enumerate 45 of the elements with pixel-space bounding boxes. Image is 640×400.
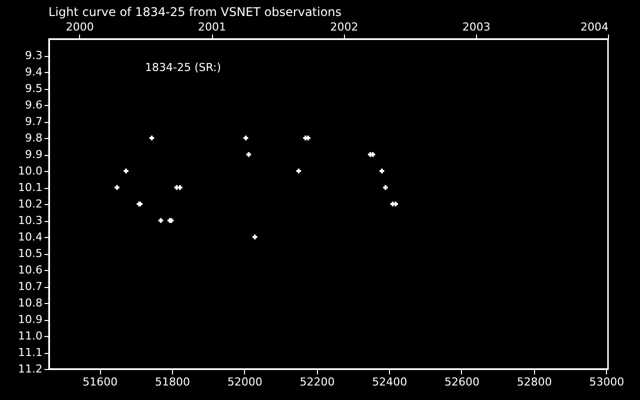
y-tick-label: 10.5 xyxy=(18,247,42,260)
x-tick-label: 52800 xyxy=(516,376,552,388)
y-tick-label: 9.5 xyxy=(25,82,42,95)
y-tick-label: 10.1 xyxy=(18,181,42,194)
x-tick-label: 52000 xyxy=(227,376,262,388)
point xyxy=(114,185,120,190)
y-tick-label: 9.4 xyxy=(25,66,42,78)
y-tick-label: 10.9 xyxy=(18,313,42,326)
x-tick-label: 52600 xyxy=(444,376,480,388)
point xyxy=(252,234,258,240)
y-tick-label: 10.0 xyxy=(18,164,42,178)
y-tick-label: 9.6 xyxy=(25,98,42,112)
x-tick-label: 52400 xyxy=(372,376,408,388)
x-tick-label: 51800 xyxy=(155,376,190,388)
x2-tick-label: 2003 xyxy=(462,20,490,34)
point xyxy=(158,218,164,223)
x2-tick-label: 2000 xyxy=(66,20,94,34)
y-tick-label: 9.3 xyxy=(25,49,42,62)
y-tick-label: 10.8 xyxy=(18,296,42,310)
point xyxy=(149,136,154,140)
point xyxy=(246,152,252,157)
point xyxy=(380,168,384,174)
x-tick-label: 52200 xyxy=(300,376,335,388)
x-tick-label: 53000 xyxy=(589,376,624,388)
x2-tick-label: 2001 xyxy=(198,20,226,34)
y-tick-label: 9.9 xyxy=(25,148,42,161)
x2-tick-label: 2004 xyxy=(580,20,608,34)
x2-tick-label: 2002 xyxy=(330,20,358,34)
point xyxy=(383,185,388,190)
point xyxy=(124,168,128,174)
annotation: 1834-25 (SR:) xyxy=(145,61,222,74)
y-tick-label: 10.6 xyxy=(18,264,42,276)
x-tick-label: 51600 xyxy=(82,376,118,388)
point xyxy=(243,136,248,140)
y-tick-label: 11.1 xyxy=(18,346,42,359)
y-tick-label: 10.2 xyxy=(18,198,42,210)
y-tick-label: 11.0 xyxy=(18,330,42,342)
point xyxy=(296,168,301,174)
y-tick-label: 11.2 xyxy=(18,362,42,376)
y-tick-label: 10.3 xyxy=(18,214,42,227)
y-tick-label: 9.8 xyxy=(25,132,42,144)
y-tick-label: 10.4 xyxy=(18,230,42,244)
chart-title: Light curve of 1834-25 from VSNET observations xyxy=(48,5,342,19)
y-tick-label: 10.7 xyxy=(18,280,42,293)
y-tick-label: 9.7 xyxy=(25,115,42,128)
